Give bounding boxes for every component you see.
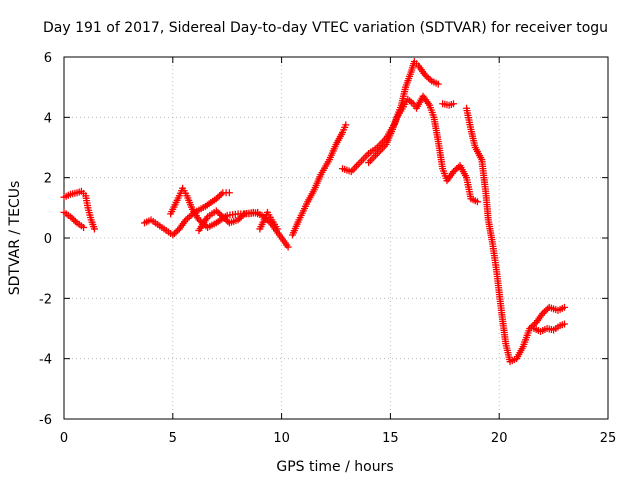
data-point xyxy=(80,223,88,231)
series-arc2 xyxy=(60,208,88,231)
data-point xyxy=(225,189,233,197)
data-point xyxy=(234,216,242,224)
x-tick-label: 0 xyxy=(60,431,68,446)
series-arc12 xyxy=(530,320,568,336)
chart-title: Day 191 of 2017, Sidereal Day-to-day VTE… xyxy=(43,20,608,36)
series-arc3 xyxy=(141,189,233,239)
data-point xyxy=(540,308,548,316)
x-tick-label: 5 xyxy=(169,431,177,446)
y-tick-label: -4 xyxy=(39,353,52,368)
data-point xyxy=(239,211,247,219)
data-point xyxy=(70,216,78,224)
data-point xyxy=(426,76,434,84)
series-arc11 xyxy=(463,104,568,366)
data-point xyxy=(450,168,458,176)
data-point xyxy=(71,217,79,225)
y-tick-label: 2 xyxy=(44,172,52,187)
data-point xyxy=(216,192,224,200)
x-tick-label: 15 xyxy=(382,431,399,446)
data-point xyxy=(220,214,228,222)
data-point xyxy=(423,73,431,81)
y-tick-label: 0 xyxy=(44,232,52,247)
data-point xyxy=(172,228,180,236)
y-tick-label: -6 xyxy=(39,413,52,428)
data-point xyxy=(424,74,432,82)
series-arc7 xyxy=(288,121,350,239)
data-point xyxy=(216,210,224,218)
y-tick-label: 4 xyxy=(44,111,52,126)
x-tick-label: 25 xyxy=(600,431,617,446)
data-point xyxy=(222,216,230,224)
data-point xyxy=(453,165,461,173)
data-point xyxy=(560,320,568,328)
data-point xyxy=(169,231,177,239)
data-point xyxy=(342,121,350,129)
x-tick-label: 20 xyxy=(491,431,508,446)
series-arc6 xyxy=(256,208,281,233)
data-points xyxy=(60,58,568,366)
data-point xyxy=(214,208,222,216)
data-point xyxy=(236,214,244,222)
data-point xyxy=(529,321,537,329)
data-point xyxy=(473,198,481,206)
y-axis-label: SDTVAR / TECUs xyxy=(7,181,23,296)
data-point xyxy=(451,166,459,174)
data-point xyxy=(217,211,225,219)
y-tick-label: 6 xyxy=(44,51,52,66)
x-axis: 0 5 10 15 20 25 xyxy=(60,57,616,446)
data-point xyxy=(560,303,568,311)
data-point xyxy=(542,306,550,314)
data-point xyxy=(67,213,75,221)
data-point xyxy=(212,207,220,215)
data-point xyxy=(273,225,281,233)
data-point xyxy=(217,190,225,198)
y-tick-label: -2 xyxy=(39,292,52,307)
data-point xyxy=(170,229,178,237)
x-tick-label: 10 xyxy=(273,431,290,446)
data-point xyxy=(539,309,547,317)
y-axis: -6 -4 -2 0 2 4 6 xyxy=(39,51,608,428)
data-point xyxy=(90,225,98,233)
data-point xyxy=(237,213,245,221)
data-point xyxy=(214,193,222,201)
series-arc10 xyxy=(439,100,458,109)
data-point xyxy=(421,71,429,79)
data-point xyxy=(450,100,458,108)
data-point xyxy=(544,305,552,313)
data-point xyxy=(224,217,232,225)
x-axis-label: GPS time / hours xyxy=(276,459,393,475)
series-arc1 xyxy=(60,187,98,233)
data-point xyxy=(212,195,220,203)
data-point xyxy=(284,243,292,251)
data-point xyxy=(434,80,442,88)
data-point xyxy=(68,214,76,222)
series-arc9 xyxy=(365,92,481,206)
grid-lines xyxy=(64,57,608,419)
data-point xyxy=(219,213,227,221)
